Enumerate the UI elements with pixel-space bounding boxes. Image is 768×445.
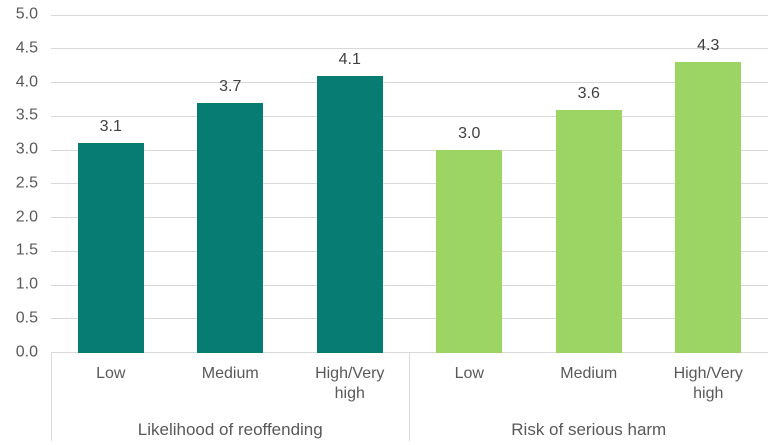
category-label-risk-of-serious-harm-medium: Medium — [560, 364, 618, 382]
category-label-likelihood-of-reoffending-high-very-high: High/Very high — [315, 364, 385, 403]
category-axis-separator-left — [50, 353, 52, 441]
data-label-risk-of-serious-harm-medium: 3.6 — [577, 84, 600, 102]
data-label-likelihood-of-reoffending-high-very-high: 4.1 — [338, 50, 361, 68]
bar-likelihood-of-reoffending-low — [77, 143, 144, 353]
bar-likelihood-of-reoffending-medium — [197, 102, 264, 353]
category-label-risk-of-serious-harm-high-very-high: High/Very high — [673, 364, 743, 403]
gridline-1-0 — [51, 284, 768, 286]
category-label-likelihood-of-reoffending-medium: Medium — [201, 364, 259, 382]
group-label-likelihood-of-reoffending: Likelihood of reoffending — [137, 419, 323, 439]
bar-risk-of-serious-harm-medium — [555, 109, 622, 353]
bar-risk-of-serious-harm-low — [436, 150, 503, 353]
data-label-likelihood-of-reoffending-medium: 3.7 — [219, 77, 242, 95]
y-tick-label-2-5: 2.5 — [15, 174, 38, 192]
group-label-risk-of-serious-harm: Risk of serious harm — [511, 419, 667, 439]
data-label-risk-of-serious-harm-high-very-high: 4.3 — [697, 37, 720, 55]
gridline-3-5 — [51, 115, 768, 117]
gridline-1-5 — [51, 250, 768, 252]
category-label-likelihood-of-reoffending-low: Low — [96, 364, 126, 382]
y-tick-label-1-5: 1.5 — [15, 241, 38, 259]
category-label-risk-of-serious-harm-low: Low — [454, 364, 484, 382]
y-tick-label-4-0: 4.0 — [15, 73, 38, 91]
data-label-likelihood-of-reoffending-low: 3.1 — [99, 118, 122, 136]
y-tick-label-3-5: 3.5 — [15, 106, 38, 124]
gridline-4-0 — [51, 82, 768, 83]
y-tick-label-5-0: 5.0 — [15, 5, 38, 23]
bar-risk-of-serious-harm-high-very-high — [675, 62, 742, 353]
gridline-3-0 — [51, 149, 768, 151]
gridline-2-5 — [51, 183, 768, 185]
gridline-4-5 — [51, 48, 768, 50]
y-tick-label-2-0: 2.0 — [15, 208, 38, 226]
gridline-0-5 — [51, 318, 768, 320]
gridline-0-0 — [51, 352, 768, 353]
bar-likelihood-of-reoffending-high-very-high — [316, 75, 383, 353]
gridline-5-0 — [51, 14, 768, 16]
y-tick-label-4-5: 4.5 — [15, 39, 38, 57]
y-tick-label-0-5: 0.5 — [15, 309, 38, 327]
y-tick-label-3-0: 3.0 — [15, 140, 38, 158]
y-tick-label-1-0: 1.0 — [15, 275, 38, 293]
y-tick-label-0-0: 0.0 — [15, 343, 38, 361]
gridline-2-0 — [51, 217, 768, 218]
data-label-risk-of-serious-harm-low: 3.0 — [458, 125, 481, 142]
category-axis-separator-1 — [409, 353, 410, 441]
